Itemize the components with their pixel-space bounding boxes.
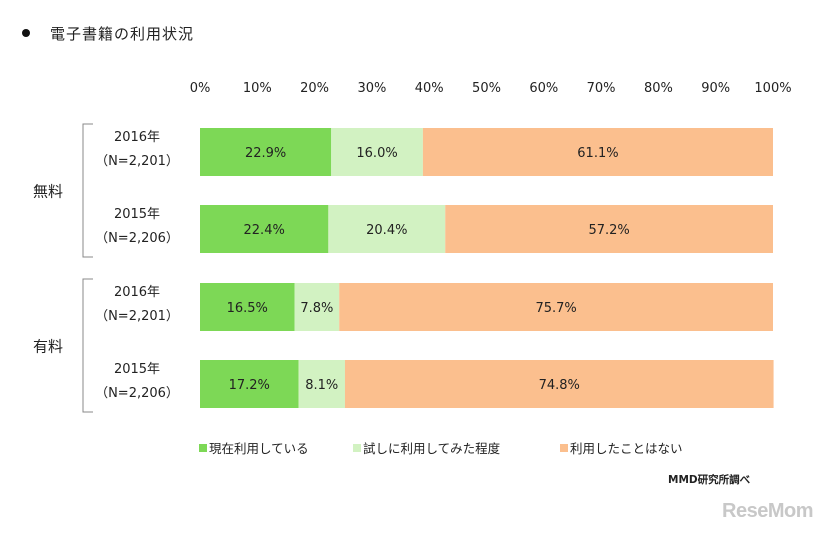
x-tick-label: 40%: [415, 81, 444, 96]
bar-data-label: 22.9%: [245, 146, 286, 161]
bar-segment: [298, 360, 345, 408]
bar-segment: [344, 360, 774, 408]
bar-segment: [331, 128, 423, 176]
bar-segment: [294, 283, 340, 331]
x-tick-label: 0%: [190, 81, 211, 96]
bar-segment: [422, 128, 773, 176]
title-bullet-icon: [22, 29, 30, 37]
bar-data-label: 61.1%: [577, 146, 618, 161]
chart-title: 電子書籍の利用状況: [22, 22, 194, 44]
resemom-logo: ReseMom: [722, 500, 813, 522]
row-year-label: 2015年: [114, 207, 160, 222]
x-tick-label: 50%: [472, 81, 501, 96]
bar-data-label: 75.7%: [535, 301, 576, 316]
legend-label: 試しに利用してみた程度: [363, 441, 501, 456]
bar-segment: [445, 205, 773, 253]
bar-data-label: 8.1%: [305, 378, 338, 393]
x-tick-label: 10%: [243, 81, 272, 96]
bar-data-label: 20.4%: [366, 223, 407, 238]
x-tick-label: 30%: [357, 81, 386, 96]
row-n-label: （N=2,201）: [95, 309, 179, 324]
row-year-label: 2015年: [114, 362, 160, 377]
x-tick-label: 60%: [529, 81, 558, 96]
group-bracket: [82, 278, 93, 413]
bar-segment: [200, 205, 329, 253]
legend-swatch: [353, 444, 361, 452]
group-label: 無料: [33, 183, 63, 201]
bar-data-label: 22.4%: [244, 223, 285, 238]
x-tick-label: 70%: [587, 81, 616, 96]
source-note: MMD研究所調べ: [668, 474, 751, 486]
bar-segment: [328, 205, 446, 253]
row-n-label: （N=2,206）: [95, 386, 179, 401]
legend-label: 利用したことはない: [570, 441, 683, 456]
bar-data-label: 17.2%: [229, 378, 270, 393]
group-bracket: [82, 123, 93, 258]
legend-label: 現在利用している: [209, 441, 309, 456]
row-year-label: 2016年: [114, 285, 160, 300]
bar-data-label: 7.8%: [300, 301, 333, 316]
bar-data-label: 57.2%: [588, 223, 629, 238]
legend-swatch: [199, 444, 207, 452]
bar-segment: [200, 360, 299, 408]
x-tick-label: 100%: [754, 81, 791, 96]
row-n-label: （N=2,206）: [95, 231, 179, 246]
bar-segment: [200, 128, 332, 176]
x-tick-label: 20%: [300, 81, 329, 96]
bar-segment: [339, 283, 773, 331]
bar-data-label: 16.0%: [356, 146, 397, 161]
chart-title-text: 電子書籍の利用状況: [50, 24, 195, 43]
bar-data-label: 16.5%: [227, 301, 268, 316]
bar-segment: [200, 283, 295, 331]
x-tick-label: 90%: [701, 81, 730, 96]
legend-swatch: [560, 444, 568, 452]
bar-data-label: 74.8%: [539, 378, 580, 393]
row-n-label: （N=2,201）: [95, 154, 179, 169]
row-year-label: 2016年: [114, 130, 160, 145]
x-tick-label: 80%: [644, 81, 673, 96]
group-label: 有料: [33, 338, 63, 356]
